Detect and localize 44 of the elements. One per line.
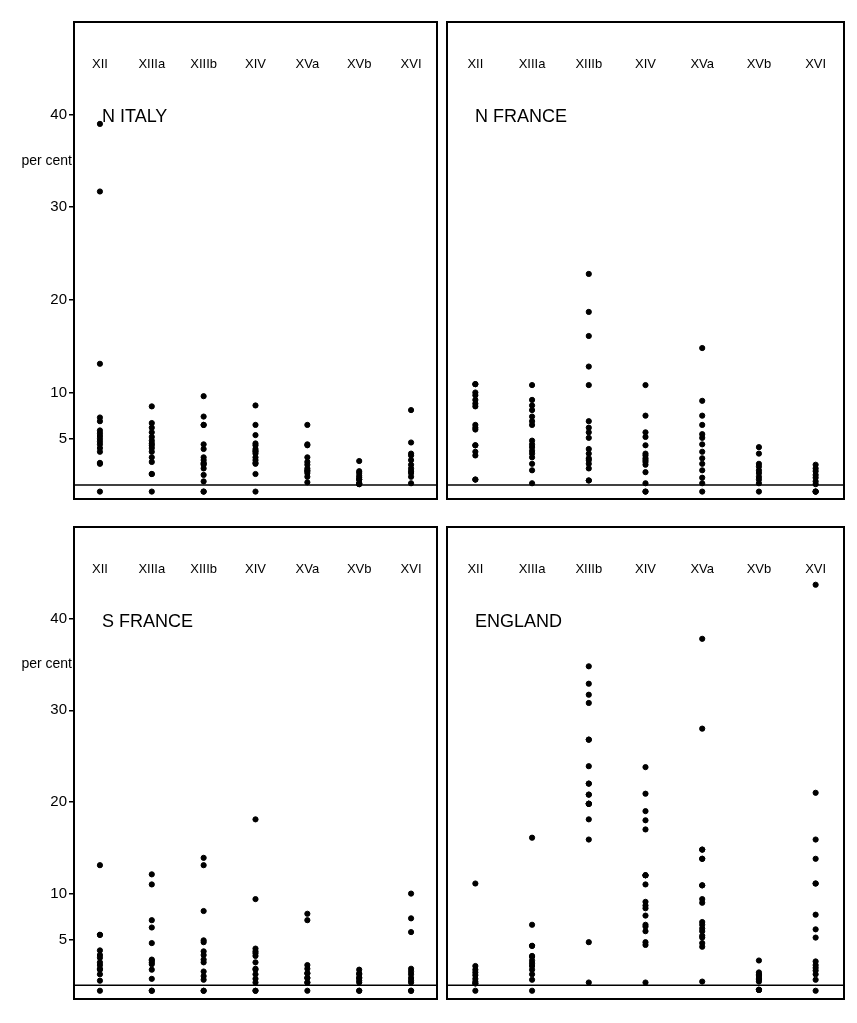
text: ENGLAND [475,610,563,631]
y-tick-label: 40 [50,608,67,626]
y-tick-label: 10 [50,883,67,901]
x-tick-label: XIIIa [138,560,166,576]
x-tick-label: XVa [690,55,715,71]
y-tick-label: 20 [50,290,67,307]
x-tick-label: XIV [635,55,657,71]
y-axis-title: per cent [21,151,73,168]
x-tick-label: XIIIb [575,560,603,576]
text: S FRANCE [102,610,194,631]
x-tick-label: XVa [690,560,715,576]
x-tick-label: XVI [400,560,422,576]
y-tick-label: 20 [50,792,67,810]
x-tick-label: XVI [805,560,827,576]
x-tick-label: XIIIb [190,560,218,576]
x-tick-label: XIIIb [190,55,218,71]
x-tick-label: XIV [245,55,267,71]
x-tick-label: XVI [805,55,827,71]
x-tick-label: XIV [635,560,657,576]
x-tick-label: XVa [295,560,320,576]
text: N FRANCE [475,105,568,126]
y-tick-label: 30 [50,197,67,215]
x-tick-label: XVb [746,55,772,71]
text: N ITALY [102,105,168,126]
y-tick-label: 40 [50,104,67,122]
y-axis-title: per cent [21,655,73,672]
x-tick-label: XIV [245,560,267,576]
y-tick-label: 10 [50,382,67,400]
x-tick-label: XII [467,560,484,576]
y-tick-label: 5 [58,929,67,947]
x-tick-label: XIIIa [518,560,547,576]
x-tick-label: XII [91,560,108,576]
x-tick-label: XIIIb [575,55,603,71]
x-tick-label: XVI [400,55,422,71]
y-tick-label: 5 [58,428,67,446]
x-tick-label: XII [467,55,484,71]
x-tick-label: XVb [346,560,372,576]
x-tick-label: XII [91,55,108,71]
x-tick-label: XVb [746,560,772,576]
x-tick-label: XVa [295,55,320,71]
x-tick-label: XVb [346,55,372,71]
x-tick-label: XIIIa [518,55,547,71]
x-tick-label: XIIIa [138,55,166,71]
y-tick-label: 30 [50,700,67,718]
